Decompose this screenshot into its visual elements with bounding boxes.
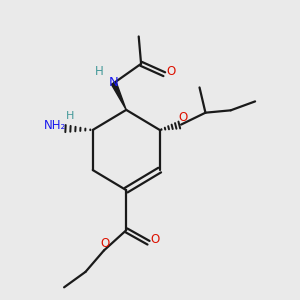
Text: H: H [95, 65, 104, 78]
Text: N: N [108, 76, 118, 89]
Text: O: O [150, 233, 160, 246]
Text: O: O [166, 65, 176, 78]
Text: NH₂: NH₂ [44, 119, 66, 132]
Text: O: O [178, 111, 187, 124]
Text: O: O [100, 237, 109, 250]
Text: H: H [66, 111, 75, 121]
Polygon shape [111, 82, 126, 110]
